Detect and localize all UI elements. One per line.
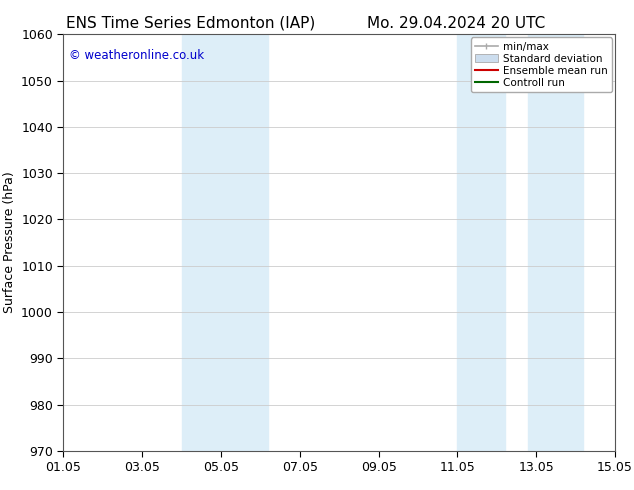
Text: Mo. 29.04.2024 20 UTC: Mo. 29.04.2024 20 UTC xyxy=(367,16,546,31)
Y-axis label: Surface Pressure (hPa): Surface Pressure (hPa) xyxy=(3,172,16,314)
Text: ENS Time Series Edmonton (IAP): ENS Time Series Edmonton (IAP) xyxy=(65,16,315,31)
Bar xyxy=(457,34,505,451)
Text: © weatheronline.co.uk: © weatheronline.co.uk xyxy=(69,49,204,62)
Bar xyxy=(181,34,268,451)
Legend: min/max, Standard deviation, Ensemble mean run, Controll run: min/max, Standard deviation, Ensemble me… xyxy=(470,37,612,92)
Bar xyxy=(528,34,583,451)
